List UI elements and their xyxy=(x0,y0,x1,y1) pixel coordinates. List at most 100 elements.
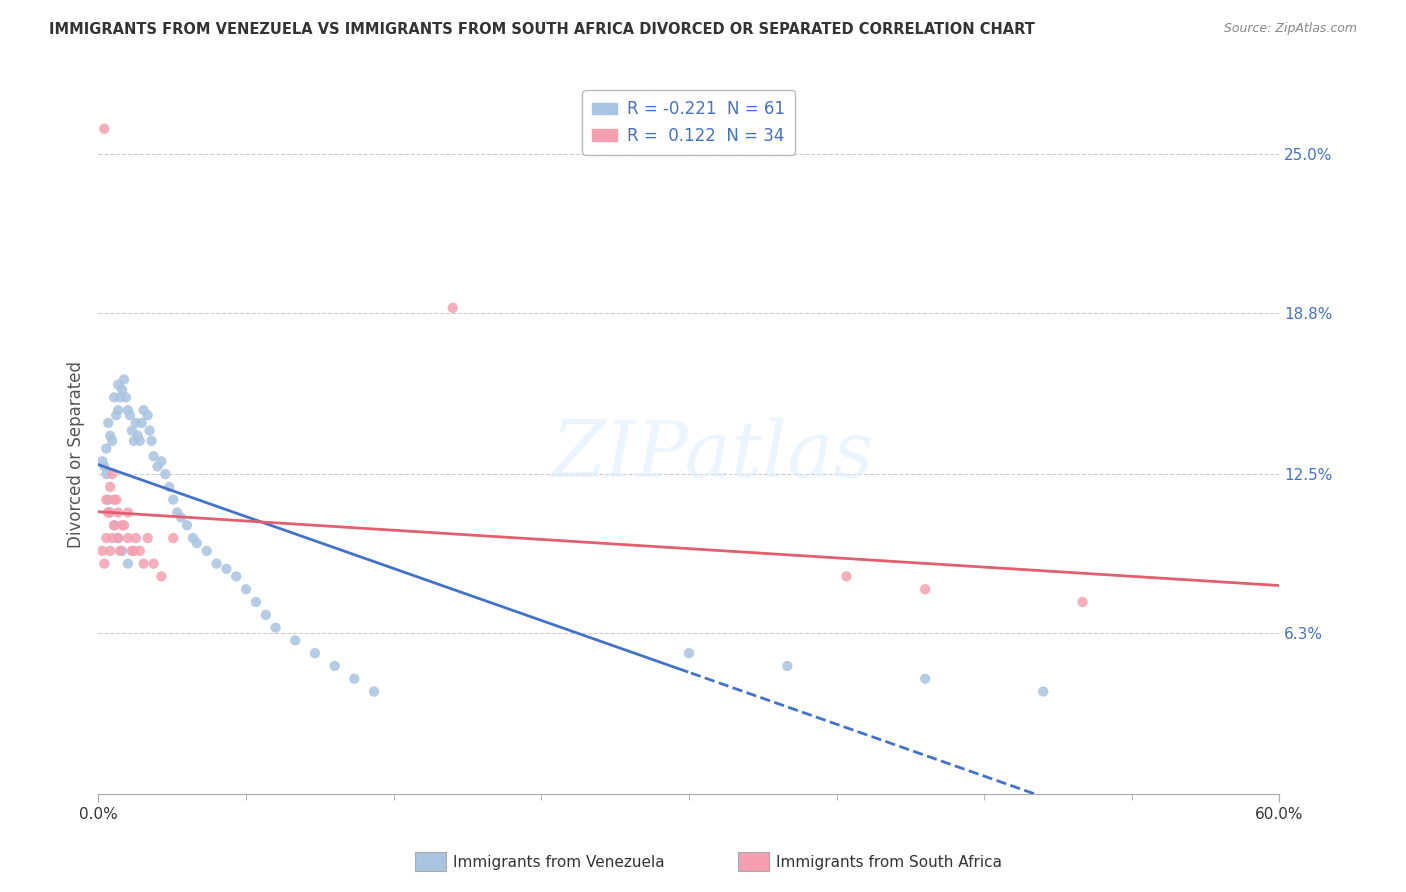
Text: Immigrants from South Africa: Immigrants from South Africa xyxy=(776,855,1002,870)
Point xyxy=(111,544,134,558)
Point xyxy=(98,506,121,520)
Point xyxy=(96,492,118,507)
Point xyxy=(142,449,165,463)
Point xyxy=(98,480,121,494)
Point xyxy=(264,621,287,635)
Text: Immigrants from Venezuela: Immigrants from Venezuela xyxy=(453,855,665,870)
Point xyxy=(914,582,936,597)
Point xyxy=(1071,595,1094,609)
Legend: R = -0.221  N = 61, R =  0.122  N = 34: R = -0.221 N = 61, R = 0.122 N = 34 xyxy=(582,90,796,154)
Point xyxy=(245,595,267,609)
Point xyxy=(105,492,128,507)
Point xyxy=(107,403,129,417)
Point xyxy=(118,409,141,423)
Point xyxy=(150,569,173,583)
Point xyxy=(91,454,114,468)
Point xyxy=(91,544,114,558)
Point xyxy=(132,403,155,417)
Point xyxy=(150,454,173,468)
Point xyxy=(117,531,139,545)
Point xyxy=(93,459,115,474)
Point xyxy=(107,531,129,545)
Point xyxy=(155,467,177,482)
Point xyxy=(914,672,936,686)
Point xyxy=(125,416,148,430)
Point xyxy=(112,372,135,386)
Point xyxy=(101,434,124,448)
Point xyxy=(215,562,238,576)
Point xyxy=(166,506,188,520)
Point xyxy=(170,510,193,524)
Point xyxy=(125,531,148,545)
Point xyxy=(142,557,165,571)
Point xyxy=(122,434,145,448)
Point xyxy=(117,506,139,520)
Point xyxy=(157,480,180,494)
Point xyxy=(363,684,385,698)
Point xyxy=(128,434,150,448)
Point xyxy=(103,518,125,533)
Point xyxy=(107,377,129,392)
Point xyxy=(205,557,228,571)
Point xyxy=(121,424,143,438)
Point xyxy=(103,492,125,507)
Point xyxy=(136,531,159,545)
Point xyxy=(103,518,125,533)
Point xyxy=(107,531,129,545)
Point xyxy=(101,531,124,545)
Point xyxy=(146,459,169,474)
Point xyxy=(254,607,277,622)
Y-axis label: Divorced or Separated: Divorced or Separated xyxy=(66,361,84,549)
Point xyxy=(97,506,120,520)
Point xyxy=(111,383,134,397)
Point xyxy=(225,569,247,583)
Point xyxy=(96,442,118,456)
Point xyxy=(441,301,464,315)
Point xyxy=(1032,684,1054,698)
Point xyxy=(121,544,143,558)
Point xyxy=(162,531,184,545)
Point xyxy=(304,646,326,660)
Point xyxy=(108,390,131,404)
Point xyxy=(93,557,115,571)
Point xyxy=(323,659,346,673)
Point xyxy=(138,424,160,438)
Point xyxy=(115,390,138,404)
Point xyxy=(101,467,124,482)
Point xyxy=(103,390,125,404)
Point xyxy=(112,518,135,533)
Point xyxy=(117,557,139,571)
Point xyxy=(93,121,115,136)
Point xyxy=(98,428,121,442)
Text: ZIPatlas: ZIPatlas xyxy=(551,417,873,493)
Point xyxy=(127,428,149,442)
Point xyxy=(122,544,145,558)
Point xyxy=(186,536,208,550)
Point xyxy=(131,416,153,430)
Point xyxy=(98,544,121,558)
Point xyxy=(96,467,118,482)
Point xyxy=(835,569,858,583)
Point xyxy=(136,409,159,423)
Text: Source: ZipAtlas.com: Source: ZipAtlas.com xyxy=(1223,22,1357,36)
Point xyxy=(105,409,128,423)
Point xyxy=(678,646,700,660)
Point xyxy=(111,518,134,533)
Point xyxy=(107,506,129,520)
Point xyxy=(97,492,120,507)
Point xyxy=(141,434,163,448)
Point xyxy=(97,416,120,430)
Point xyxy=(343,672,366,686)
Point xyxy=(108,544,131,558)
Point xyxy=(235,582,257,597)
Point xyxy=(176,518,198,533)
Point xyxy=(117,403,139,417)
Point xyxy=(195,544,218,558)
Point xyxy=(96,531,118,545)
Point xyxy=(128,544,150,558)
Point xyxy=(132,557,155,571)
Point xyxy=(97,506,120,520)
Text: IMMIGRANTS FROM VENEZUELA VS IMMIGRANTS FROM SOUTH AFRICA DIVORCED OR SEPARATED : IMMIGRANTS FROM VENEZUELA VS IMMIGRANTS … xyxy=(49,22,1035,37)
Point xyxy=(284,633,307,648)
Point xyxy=(162,492,184,507)
